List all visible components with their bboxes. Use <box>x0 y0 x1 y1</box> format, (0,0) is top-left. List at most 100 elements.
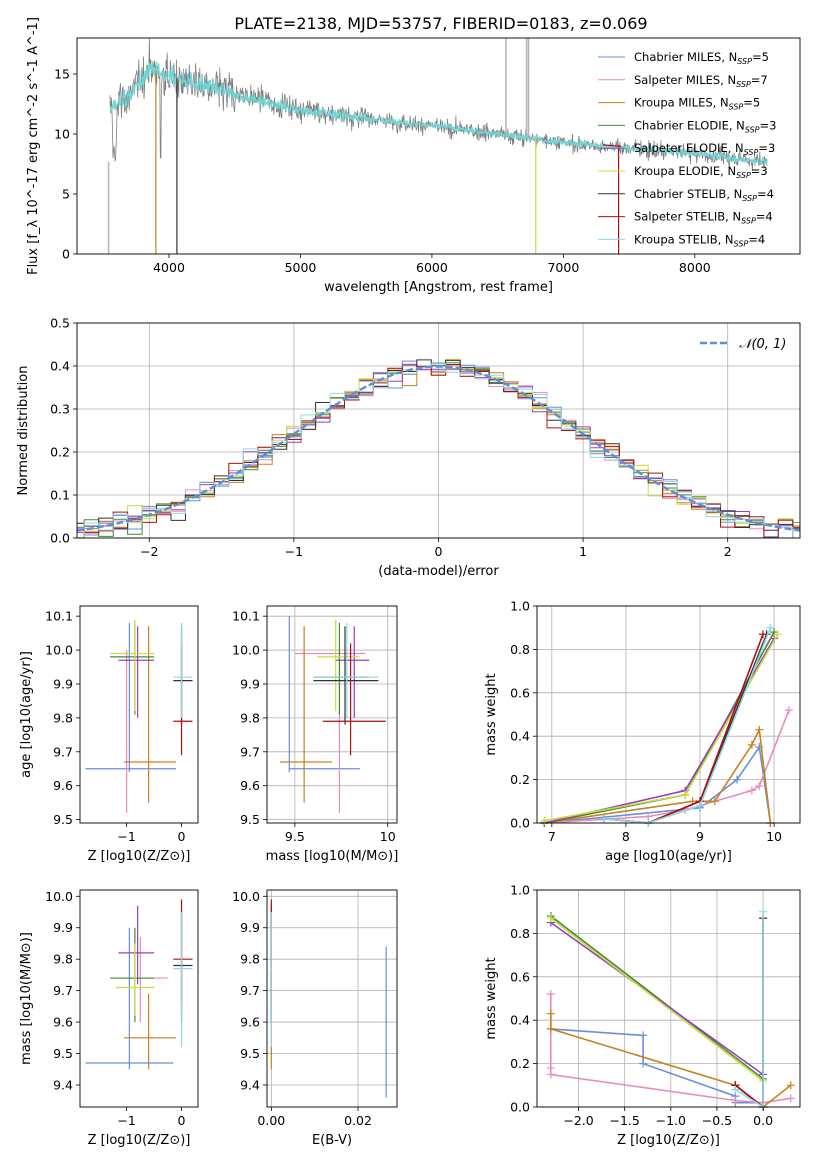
series-marker <box>766 623 775 632</box>
legend-subscript: SSP <box>745 125 760 134</box>
series-marker <box>731 1085 740 1094</box>
series-line-salpeter_elodie <box>550 921 764 1076</box>
x-tick-label: 6000 <box>416 260 448 275</box>
series-marker <box>758 630 767 639</box>
x-tick-label: 0.0 <box>753 1113 773 1128</box>
x-axis-label: Z [log10(Z/Z⊙)] <box>88 849 191 864</box>
legend-text: =3 <box>760 118 777 132</box>
data-point <box>346 676 348 679</box>
data-point <box>180 676 183 679</box>
x-axis-label: mass [log10(M/M⊙)] <box>266 849 399 864</box>
y-tick-label: 9.8 <box>53 952 73 967</box>
series-marker <box>747 740 756 749</box>
legend-subscript: SSP <box>741 217 756 226</box>
data-point <box>136 659 139 662</box>
y-tick-label: 0.5 <box>50 316 70 331</box>
mass_vs_ebv-axes <box>267 890 397 1107</box>
y-tick-label: 9.7 <box>53 744 73 759</box>
series-marker <box>733 775 742 784</box>
y-tick-label: 0.8 <box>510 926 530 941</box>
y-tick-label: 0.8 <box>510 642 530 657</box>
data-point <box>128 767 131 770</box>
x-tick-label: 8000 <box>679 260 711 275</box>
data-point <box>128 1062 131 1064</box>
legend-label: Salpeter STELIB, NSSP=4 <box>634 210 773 226</box>
y-tick-label: 9.5 <box>240 812 260 827</box>
legend-text: =4 <box>757 187 774 201</box>
y-axis-label: mass [log10(M/M⊙)] <box>19 932 34 1065</box>
data-point <box>288 767 291 770</box>
series-line-chabrier_elodie <box>550 915 764 1080</box>
data-point <box>353 659 356 662</box>
series-line-kroupa_stelib <box>603 627 772 824</box>
legend-text: =4 <box>748 232 765 246</box>
y-tick-label: 9.6 <box>53 1015 73 1030</box>
y-tick-label: 10.0 <box>45 889 73 904</box>
x-tick-label: 9.5 <box>285 829 305 844</box>
series-marker <box>546 1009 555 1018</box>
y-tick-label: 9.5 <box>53 812 73 827</box>
y-tick-label: 10.0 <box>232 889 260 904</box>
y-tick-label: 0.4 <box>50 359 70 374</box>
data-point <box>385 1021 387 1023</box>
y-tick-label: 9.7 <box>53 983 73 998</box>
y-tick-label: 0.6 <box>510 685 530 700</box>
y-tick-label: 9.8 <box>53 710 73 725</box>
plot-frame <box>76 37 801 255</box>
data-point <box>270 967 273 970</box>
series-marker <box>681 790 690 799</box>
y-tick-label: 10.0 <box>232 643 260 658</box>
x-axis-label: E(B-V) <box>312 1133 352 1148</box>
series-line-chabrier_miles <box>544 744 772 824</box>
y-tick-label: 5 <box>62 187 70 202</box>
legend-text: Chabrier STELIB, N <box>634 187 742 201</box>
series-marker <box>546 990 555 999</box>
y-axis-label: Flux [f_λ 10^-17 erg cm^-2 s^-1 A^-1] <box>26 17 41 275</box>
legend-label: Salpeter ELODIE, NSSP=3 <box>634 141 775 157</box>
series-marker <box>546 1070 555 1079</box>
x-axis-label: wavelength [Angstrom, rest frame] <box>324 280 553 295</box>
x-tick-label: 1 <box>579 544 587 559</box>
y-tick-label: 0.4 <box>510 729 530 744</box>
legend-label: Kroupa MILES, NSSP=5 <box>634 96 760 112</box>
plot-frame <box>266 889 398 1108</box>
y-tick-label: 0.4 <box>510 1013 530 1028</box>
x-tick-label: −1 <box>117 829 135 844</box>
x-tick-label: 10 <box>766 829 782 844</box>
y-tick-label: 0 <box>62 247 70 262</box>
x-axis-label: age [log10(age/yr)] <box>605 849 732 864</box>
y-tick-label: 9.9 <box>240 676 260 691</box>
histogram-salpeter_miles <box>77 359 800 533</box>
series-line-kroupa_elodie <box>550 917 764 1082</box>
data-point <box>334 656 337 658</box>
y-tick-label: 10 <box>54 127 70 142</box>
x-tick-label: −1.5 <box>609 1113 639 1128</box>
legend-subscript: SSP <box>737 57 752 66</box>
data-point <box>349 720 352 723</box>
data-point <box>344 679 346 682</box>
legend-subscript: SSP <box>736 80 751 89</box>
y-tick-label: 9.5 <box>53 1046 73 1061</box>
legend-label: Salpeter MILES, NSSP=7 <box>634 73 768 89</box>
y-tick-label: 9.8 <box>240 952 260 967</box>
legend-label: Kroupa STELIB, NSSP=4 <box>634 232 765 248</box>
age_vs_mass-axes <box>267 606 397 823</box>
y-axis-label: Normed distribution <box>16 366 31 496</box>
x-tick-label: −2.0 <box>563 1113 593 1128</box>
gaussian-legend-label: 𝒩(0, 1) <box>739 337 786 352</box>
legend-label: Chabrier ELODIE, NSSP=3 <box>634 118 776 134</box>
figure-title: PLATE=2138, MJD=53757, FIBERID=0183, z=0… <box>234 14 647 33</box>
mass_vs_Z-frame: −1 0 9.4 9.5 9.6 9.7 9.8 9.9 10.0 Z [log10(Z/Z⊙)]… <box>19 889 199 1148</box>
plot-frame <box>79 605 199 824</box>
y-tick-label: 1.0 <box>510 599 530 614</box>
x-tick-label: 5000 <box>285 260 317 275</box>
y-tick-label: 0.0 <box>50 531 70 546</box>
y-tick-label: 0.2 <box>510 1056 530 1071</box>
x-tick-label: 4000 <box>153 260 185 275</box>
plot-frame <box>79 889 199 1108</box>
plot-frame <box>536 889 801 1108</box>
x-tick-label: 0 <box>435 544 443 559</box>
series-line-salpeter_miles <box>550 994 791 1104</box>
age_vs_mass-points <box>280 616 386 813</box>
series-marker <box>786 1094 795 1103</box>
